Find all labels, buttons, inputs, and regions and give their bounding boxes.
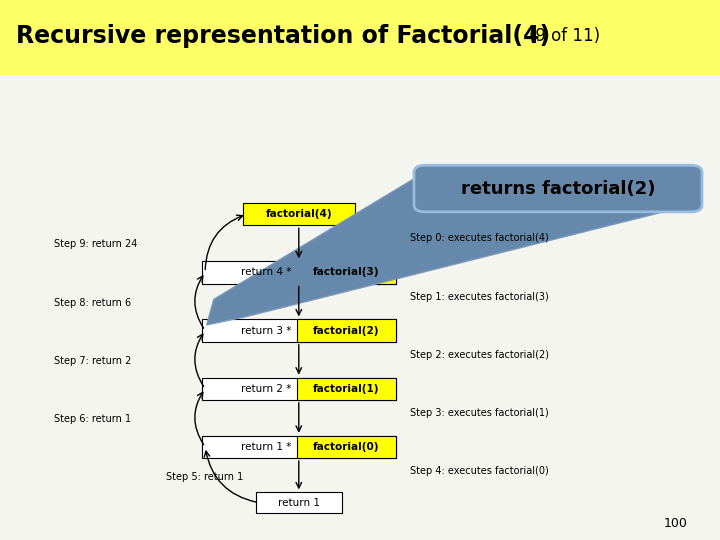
Text: return 1: return 1 — [278, 498, 320, 508]
Text: return 3 *: return 3 * — [241, 326, 294, 335]
FancyBboxPatch shape — [297, 261, 396, 284]
FancyBboxPatch shape — [297, 377, 396, 400]
FancyBboxPatch shape — [414, 165, 702, 212]
Text: Step 0: executes factorial(4): Step 0: executes factorial(4) — [410, 233, 549, 244]
Text: factorial(4): factorial(4) — [266, 209, 332, 219]
FancyBboxPatch shape — [202, 261, 396, 284]
Text: Step 7: return 2: Step 7: return 2 — [54, 356, 131, 366]
Text: Step 6: return 1: Step 6: return 1 — [54, 414, 131, 424]
Text: returns factorial(2): returns factorial(2) — [461, 180, 655, 198]
Text: return 4 *: return 4 * — [241, 267, 294, 278]
Text: Step 3: executes factorial(1): Step 3: executes factorial(1) — [410, 408, 549, 418]
FancyBboxPatch shape — [202, 377, 396, 400]
Text: Step 5: return 1: Step 5: return 1 — [166, 472, 243, 482]
Text: Step 8: return 6: Step 8: return 6 — [54, 298, 131, 308]
Text: factorial(2): factorial(2) — [313, 326, 379, 335]
Text: factorial(1): factorial(1) — [313, 384, 379, 394]
FancyBboxPatch shape — [0, 0, 720, 75]
FancyBboxPatch shape — [256, 492, 342, 513]
Text: factorial(0): factorial(0) — [313, 442, 379, 452]
Text: 100: 100 — [664, 517, 688, 530]
Text: Step 4: executes factorial(0): Step 4: executes factorial(0) — [410, 466, 549, 476]
FancyBboxPatch shape — [297, 319, 396, 342]
Text: factorial(3): factorial(3) — [313, 267, 379, 278]
Text: (9 of 11): (9 of 11) — [529, 27, 600, 45]
Text: Step 1: executes factorial(3): Step 1: executes factorial(3) — [410, 292, 549, 301]
FancyBboxPatch shape — [297, 436, 396, 458]
Text: return 1 *: return 1 * — [241, 442, 294, 452]
Text: Recursive representation of Factorial(4): Recursive representation of Factorial(4) — [16, 24, 550, 48]
Text: Step 2: executes factorial(2): Step 2: executes factorial(2) — [410, 350, 549, 360]
FancyBboxPatch shape — [202, 319, 396, 342]
Polygon shape — [207, 172, 691, 325]
FancyBboxPatch shape — [202, 436, 396, 458]
Text: Step 9: return 24: Step 9: return 24 — [54, 239, 138, 249]
FancyBboxPatch shape — [243, 203, 354, 225]
Text: return 2 *: return 2 * — [241, 384, 294, 394]
